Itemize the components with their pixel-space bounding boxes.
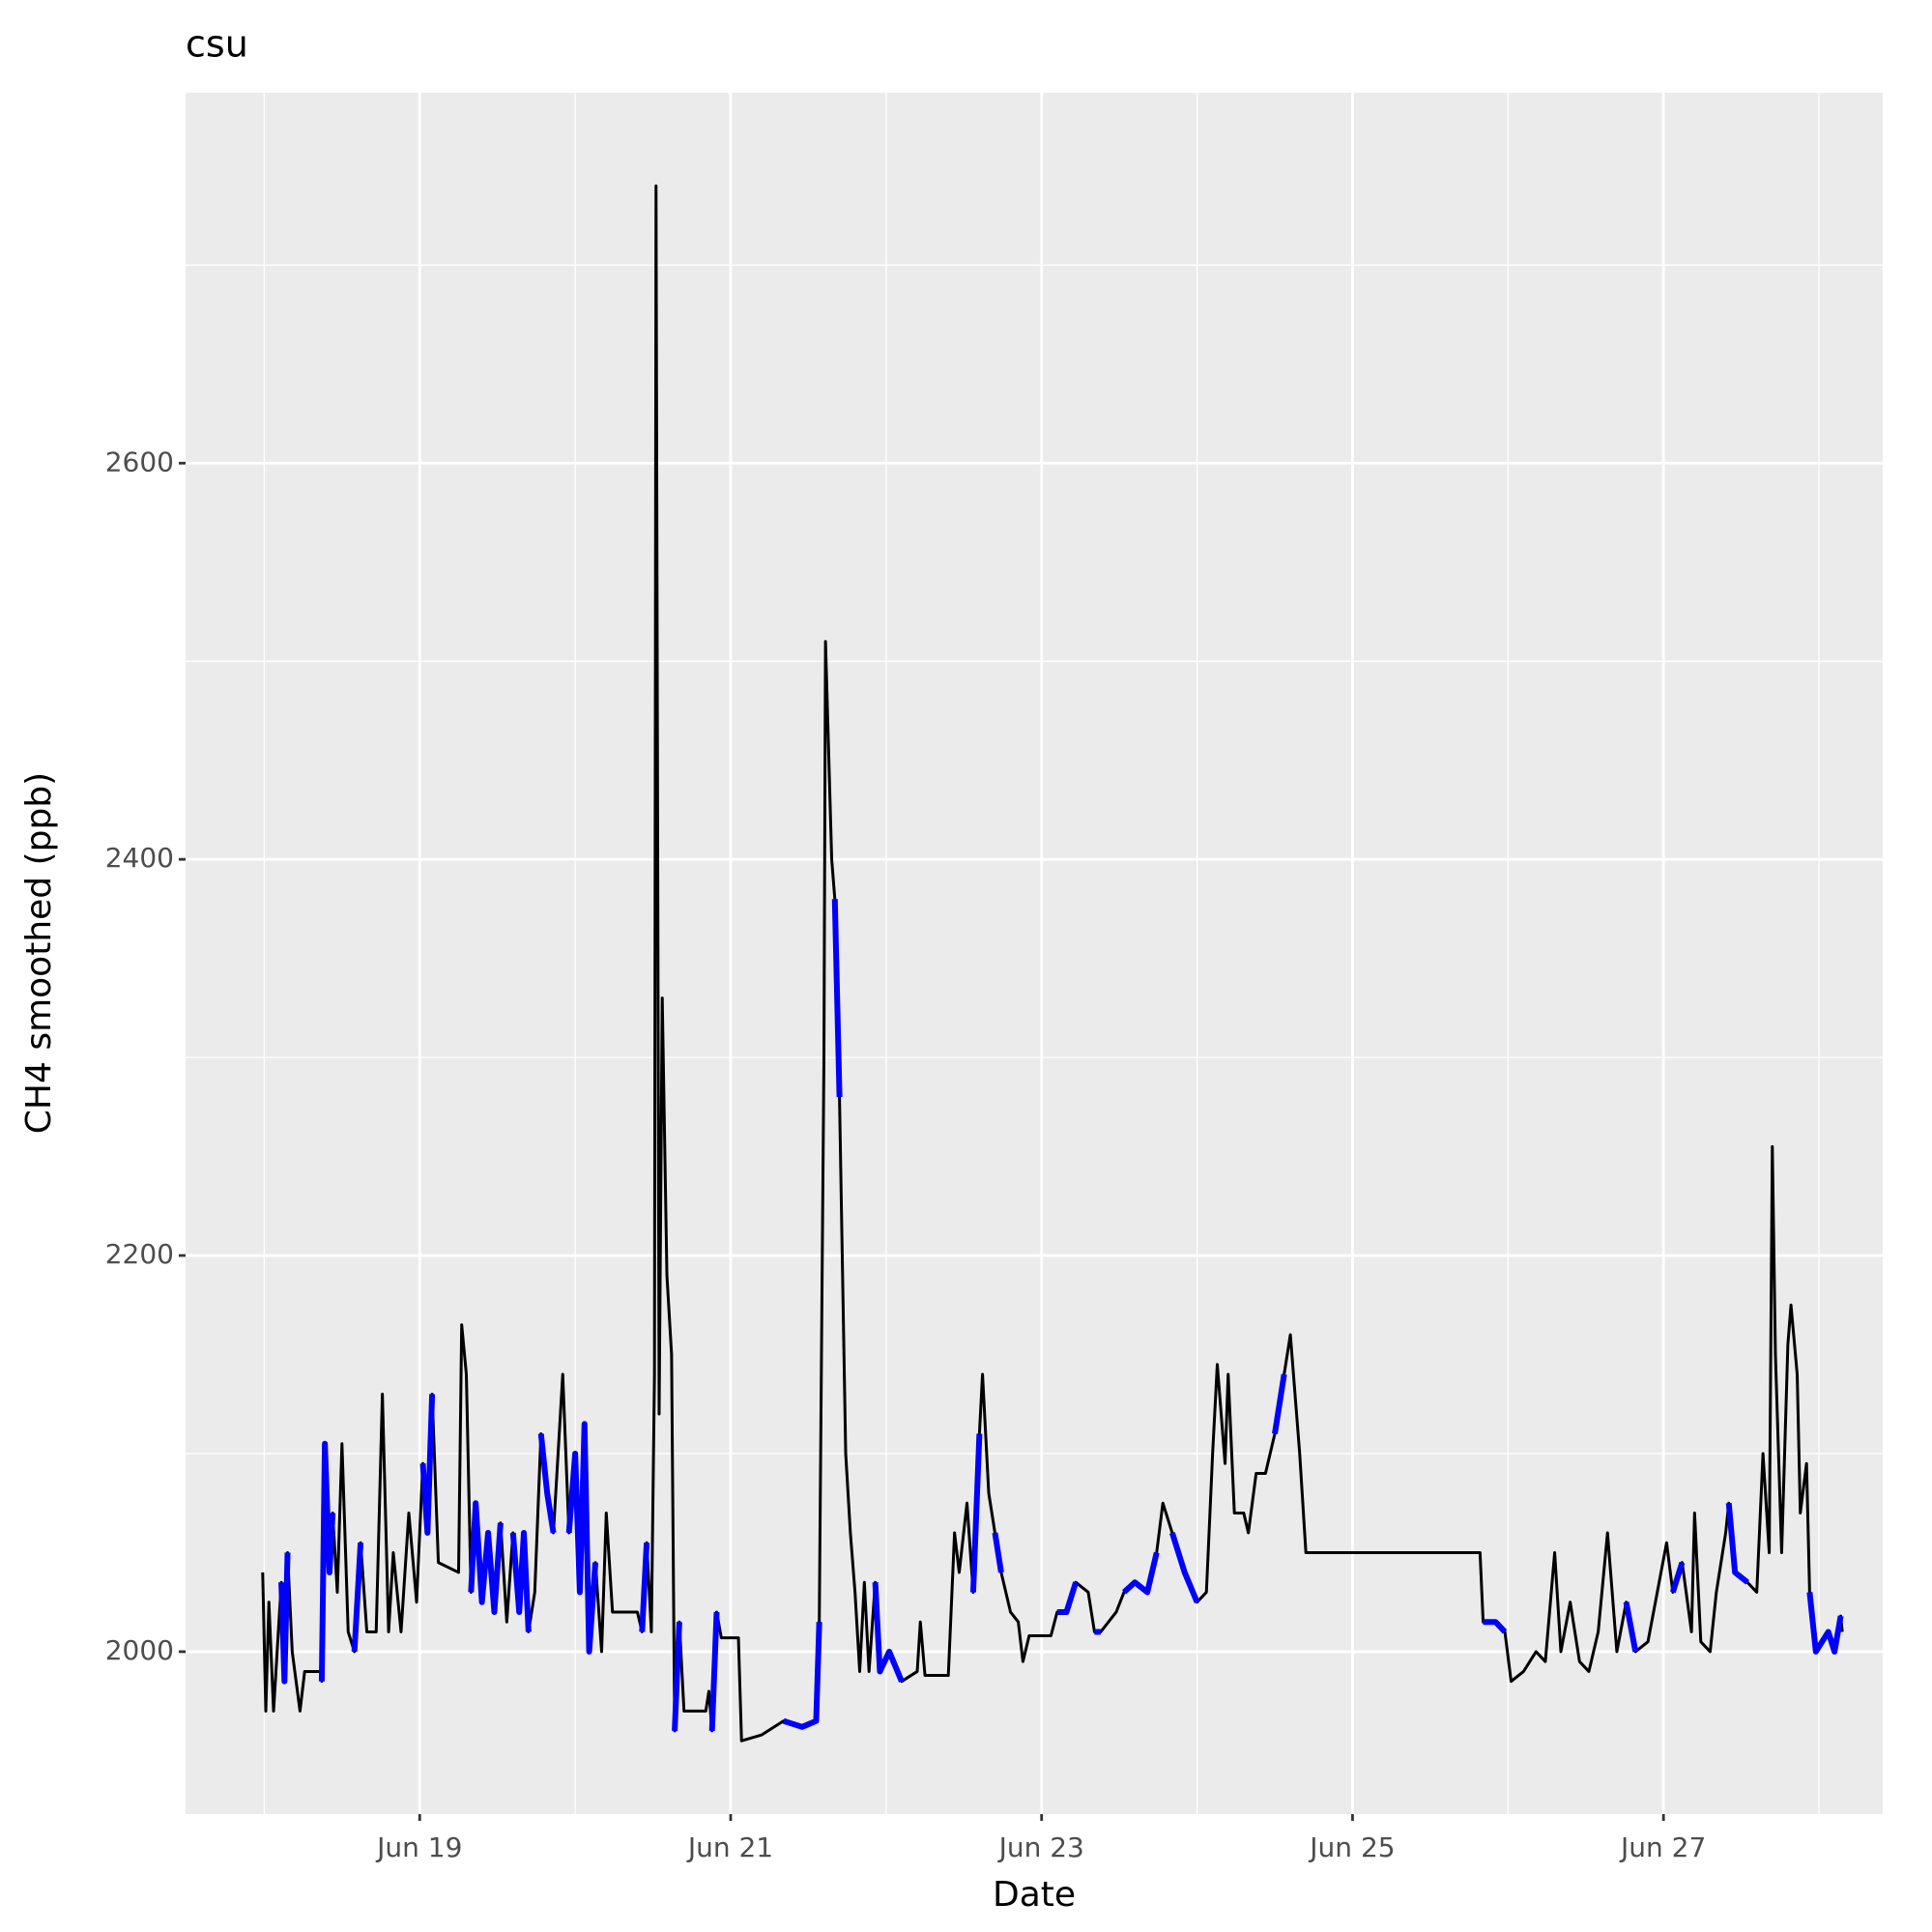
x-tick-label: Jun 27 [1619,1831,1706,1863]
y-tick-label: 2400 [105,842,174,874]
chart-title: csu [186,23,248,66]
panel [186,93,1883,1814]
y-tick-label: 2600 [105,446,174,477]
x-tick-label: Jun 21 [686,1831,773,1863]
x-tick-label: Jun 19 [375,1831,462,1863]
x-tick-label: Jun 23 [997,1831,1084,1863]
x-axis-title: Date [993,1875,1076,1915]
y-axis-title: CH4 smoothed (ppb) [19,772,59,1134]
series-line [278,899,1844,1732]
y-tick-label: 2000 [105,1634,174,1666]
y-tick-label: 2200 [105,1238,174,1270]
x-tick-label: Jun 25 [1308,1831,1395,1863]
